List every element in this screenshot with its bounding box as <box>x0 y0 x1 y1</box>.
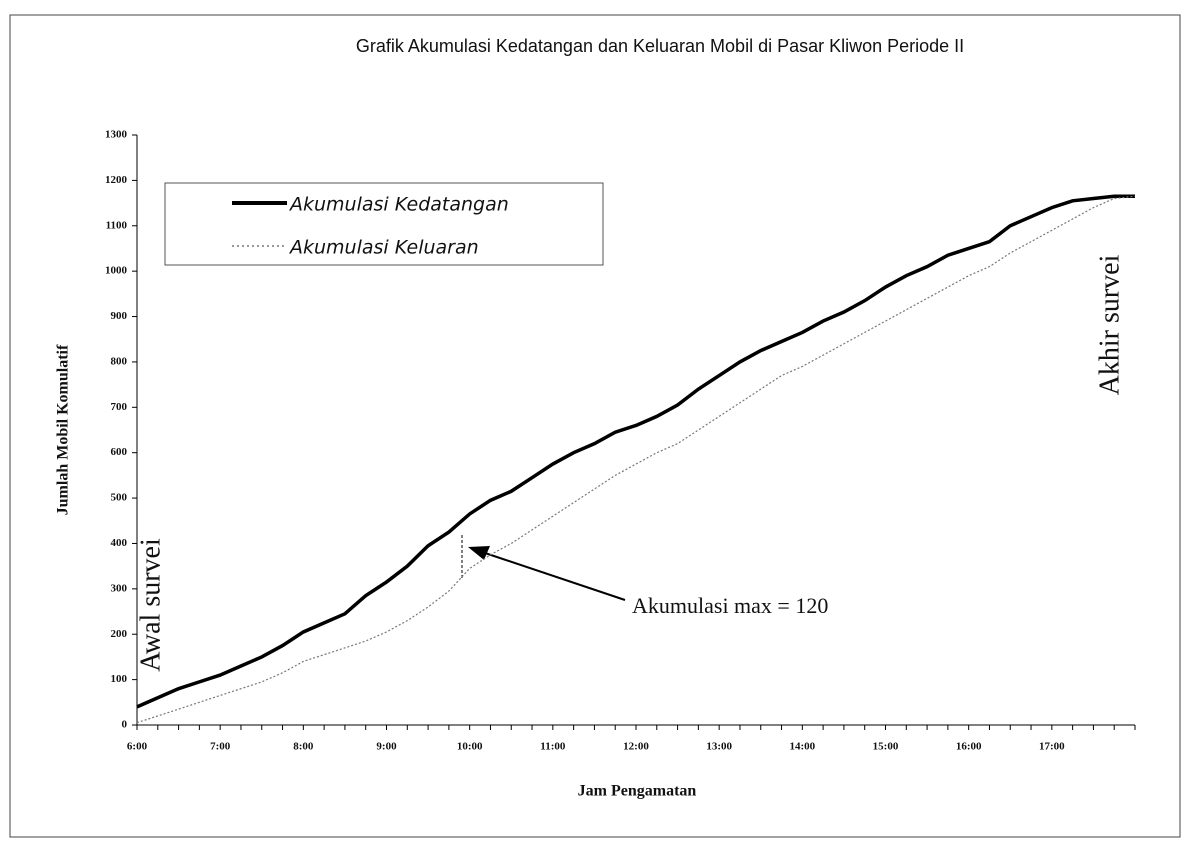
x-tick-label: 12:00 <box>623 741 649 753</box>
y-tick-label: 0 <box>122 719 128 731</box>
y-tick-label: 500 <box>111 492 128 504</box>
x-tick-label: 10:00 <box>457 741 483 753</box>
y-tick-label: 800 <box>111 355 128 367</box>
chart-title: Grafik Akumulasi Kedatangan dan Keluaran… <box>356 36 964 56</box>
y-tick-label: 1000 <box>105 265 128 277</box>
y-tick-label: 700 <box>111 401 128 413</box>
x-axis-label: Jam Pengamatan <box>578 783 697 800</box>
y-tick-label: 1100 <box>106 219 128 231</box>
y-tick-label: 300 <box>111 582 128 594</box>
y-tick-label: 100 <box>111 673 128 685</box>
x-tick-label: 14:00 <box>789 741 815 753</box>
x-tick-label: 7:00 <box>210 741 231 753</box>
annotation: Akumulasi max = 120 <box>632 593 828 618</box>
x-tick-label: 17:00 <box>1039 741 1065 753</box>
legend-label: Akumulasi Kedatangan <box>288 194 509 216</box>
x-tick-label: 11:00 <box>540 741 566 753</box>
x-tick-label: 15:00 <box>873 741 899 753</box>
y-tick-label: 400 <box>111 537 128 549</box>
arrow <box>481 551 626 601</box>
y-tick-label: 1300 <box>105 129 128 141</box>
legend-label: Akumulasi Keluaran <box>288 237 479 259</box>
x-tick-label: 13:00 <box>706 741 732 753</box>
y-axis-label: Jumlah Mobil Komulatif <box>55 344 72 515</box>
y-tick-label: 600 <box>111 446 128 458</box>
arrow-head <box>468 546 490 560</box>
y-tick-label: 900 <box>111 310 128 322</box>
frame <box>9 14 1181 838</box>
y-tick-label: 200 <box>111 628 128 640</box>
y-tick-label: 1200 <box>105 174 128 186</box>
annotation: Awal survei <box>135 538 166 672</box>
series-line <box>136 194 1135 709</box>
annotation: Akhir survei <box>1094 254 1125 395</box>
x-tick-label: 9:00 <box>376 741 397 753</box>
x-tick-label: 16:00 <box>956 741 982 753</box>
x-tick-label: 6:00 <box>127 741 148 753</box>
legend-box <box>164 182 604 266</box>
series-line <box>136 195 1136 724</box>
x-tick-label: 8:00 <box>293 741 314 753</box>
